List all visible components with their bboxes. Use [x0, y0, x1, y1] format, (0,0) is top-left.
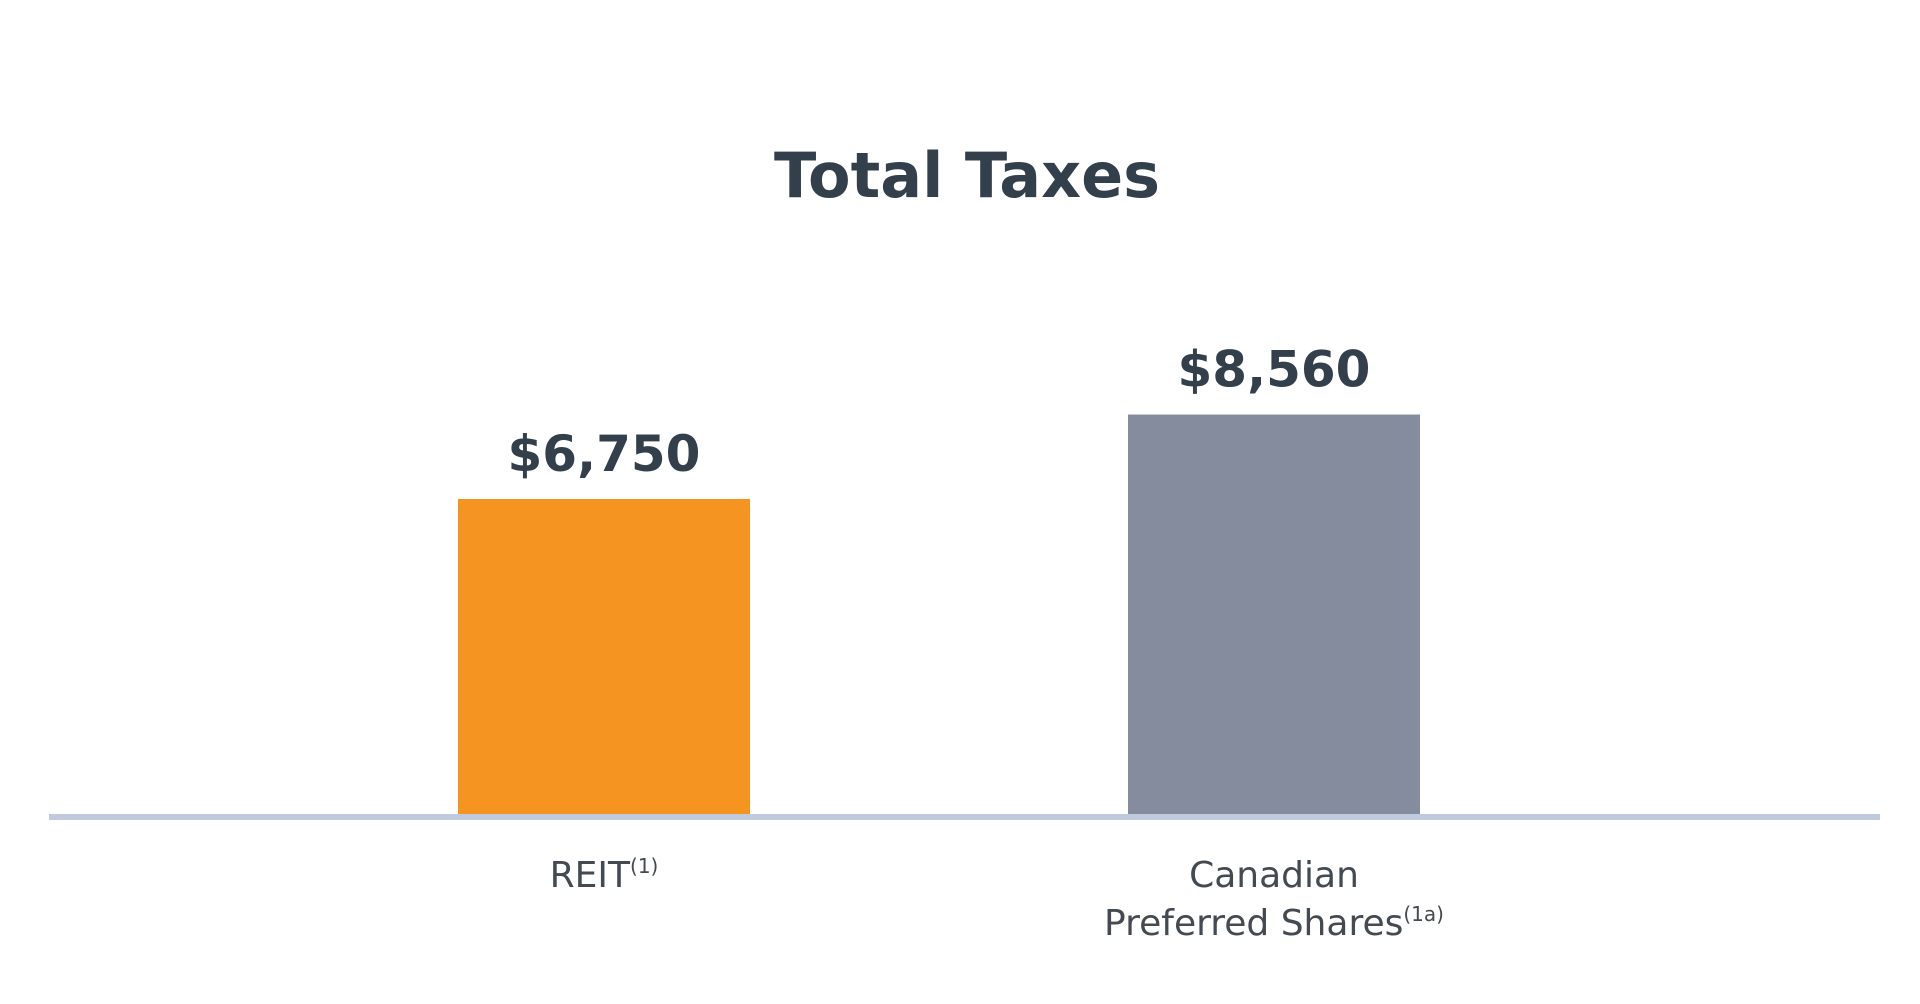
value-label-2: $8,560	[1178, 341, 1371, 399]
bars	[458, 414, 1420, 814]
value-labels: $6,750 $8,560	[508, 341, 1371, 483]
category-label-2-line-2: Preferred Shares(1a)	[1104, 902, 1444, 944]
bar-1	[458, 499, 750, 814]
category-footnote-1: (1)	[630, 854, 658, 878]
value-label-1: $6,750	[508, 425, 701, 483]
chart-title: Total Taxes	[774, 139, 1160, 212]
category-footnote-2: (1a)	[1403, 902, 1444, 926]
bar-2	[1128, 414, 1420, 814]
category-label-2-line-1: Canadian	[1189, 855, 1359, 896]
category-label-1: REIT(1)	[550, 854, 659, 896]
category-labels: REIT(1) Canadian Preferred Shares(1a)	[550, 854, 1444, 944]
